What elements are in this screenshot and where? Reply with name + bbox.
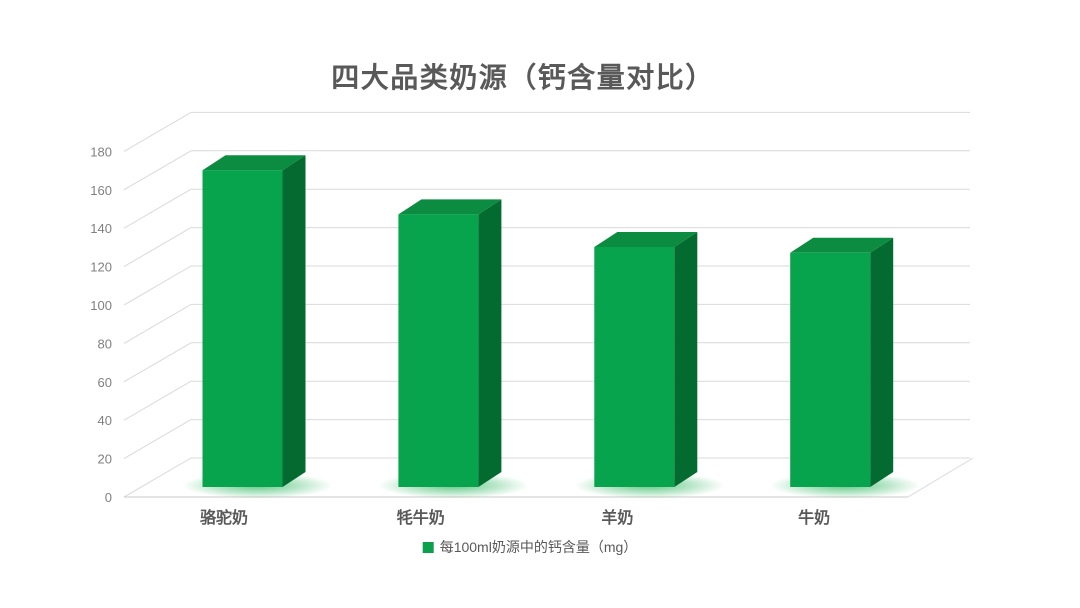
- legend-label: 每100ml奶源中的钙含量（mg）: [439, 539, 638, 555]
- y-axis-tick-label-160: 160: [90, 183, 112, 198]
- y-axis-tick-label-40: 40: [98, 413, 112, 428]
- bar-top-face-骆驼奶: [202, 155, 306, 171]
- gridline-diagonal-40: [123, 380, 192, 421]
- legend: 每100ml奶源中的钙含量（mg）: [422, 537, 638, 557]
- bar-牛奶: [790, 252, 871, 487]
- gridline-diagonal-20: [123, 419, 192, 460]
- x-axis-category-label-羊奶: 羊奶: [601, 508, 633, 527]
- bar-骆驼奶: [202, 170, 283, 487]
- gridline-diagonal-0: [123, 457, 192, 498]
- y-axis-tick-label-120: 120: [90, 260, 112, 275]
- floor-right-edge: [907, 457, 974, 498]
- y-axis-tick-label-0: 0: [105, 490, 112, 505]
- bar-side-face-骆驼奶: [282, 155, 306, 487]
- bar-牦牛奶: [398, 214, 479, 488]
- chart-title: 四大品类奶源（钙含量对比）: [331, 62, 715, 93]
- y-axis-tick-label-180: 180: [90, 144, 112, 159]
- gridline-diagonal-80: [123, 303, 192, 344]
- gridline-diagonal-100: [123, 265, 192, 306]
- gridline-diagonal-120: [123, 227, 192, 268]
- bar-top-face-羊奶: [594, 232, 698, 247]
- bar-羊奶: [594, 247, 675, 487]
- bar-side-face-牛奶: [870, 237, 894, 487]
- bar-top-face-牦牛奶: [398, 199, 502, 215]
- y-axis-tick-label-80: 80: [98, 336, 112, 351]
- y-axis-tick-label-100: 100: [90, 298, 112, 313]
- bar-side-face-羊奶: [674, 232, 698, 487]
- bar-side-face-牦牛奶: [478, 199, 502, 488]
- y-axis-tick-label-140: 140: [90, 221, 112, 236]
- x-axis-category-label-牦牛奶: 牦牛奶: [397, 508, 445, 527]
- gridline-diagonal-60: [123, 342, 192, 383]
- legend-swatch-icon: [422, 541, 434, 553]
- x-axis-category-label-牛奶: 牛奶: [798, 508, 830, 527]
- y-axis-tick-label-60: 60: [98, 375, 112, 390]
- gridline-diagonal-180: [123, 111, 192, 152]
- gridline-diagonal-160: [123, 150, 192, 191]
- x-axis-category-label-骆驼奶: 骆驼奶: [200, 508, 248, 527]
- gridline-diagonal-140: [123, 188, 192, 229]
- y-axis-tick-label-20: 20: [98, 452, 112, 467]
- bar-top-face-牛奶: [790, 237, 894, 253]
